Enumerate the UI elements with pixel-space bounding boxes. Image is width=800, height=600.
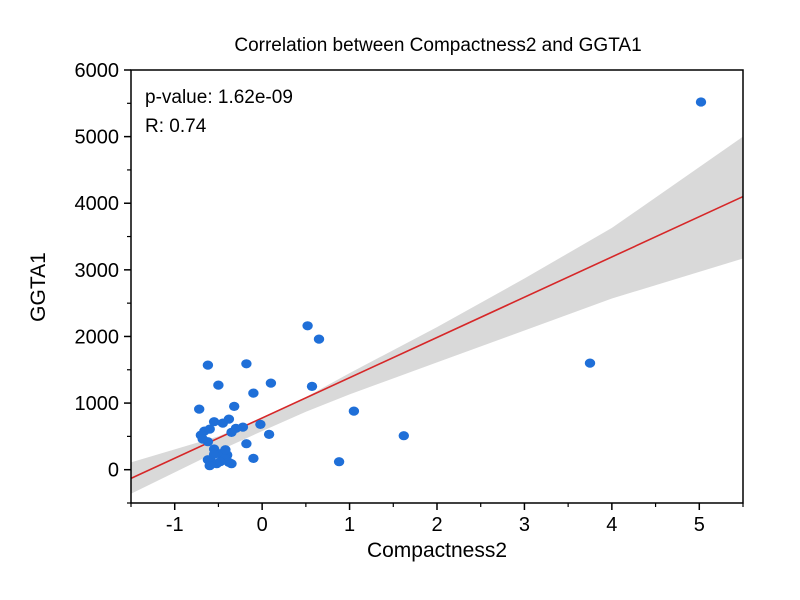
data-point bbox=[584, 358, 596, 368]
data-point bbox=[398, 431, 409, 441]
x-tick-label: 1 bbox=[344, 514, 355, 536]
data-point bbox=[237, 422, 249, 432]
data-point bbox=[220, 445, 231, 455]
data-point bbox=[202, 360, 214, 370]
y-tick-label: 4000 bbox=[75, 193, 120, 215]
data-point bbox=[255, 419, 266, 429]
data-point bbox=[194, 404, 205, 414]
chart-title: Correlation between Compactness2 and GGT… bbox=[234, 35, 641, 56]
data-point bbox=[229, 401, 240, 411]
x-tick-label: 4 bbox=[606, 514, 617, 536]
x-tick-label: 2 bbox=[431, 514, 442, 536]
data-point bbox=[695, 97, 707, 107]
y-tick-label: 5000 bbox=[75, 127, 120, 149]
data-point bbox=[333, 457, 345, 467]
data-point bbox=[208, 449, 220, 459]
confidence-band bbox=[131, 136, 743, 494]
data-point bbox=[226, 427, 237, 437]
data-point bbox=[348, 406, 360, 416]
regression-line bbox=[130, 195, 744, 480]
y-tick-label: 3000 bbox=[75, 260, 120, 282]
data-point bbox=[241, 439, 252, 449]
x-tick-label: 0 bbox=[257, 514, 268, 536]
y-tick-label: 1000 bbox=[75, 393, 120, 415]
y-tick-label: 2000 bbox=[75, 326, 120, 348]
y-tick-label: 0 bbox=[108, 460, 119, 482]
pvalue-annotation: p-value: 1.62e-09 bbox=[145, 87, 293, 108]
y-tick-label: 6000 bbox=[75, 60, 120, 82]
data-point bbox=[223, 414, 235, 424]
axes: -1 0 1 2 3 4 5 0 1000 2000 3000 4000 5000 6000 bbox=[75, 60, 744, 536]
data-point bbox=[265, 378, 277, 388]
data-point bbox=[213, 380, 224, 390]
data-point bbox=[208, 417, 220, 427]
x-tick-label: 5 bbox=[694, 514, 705, 536]
y-axis-label: GGTA1 bbox=[27, 252, 50, 322]
data-point bbox=[248, 388, 259, 398]
data-point bbox=[197, 434, 208, 444]
data-point bbox=[263, 429, 275, 439]
data-point bbox=[204, 461, 215, 471]
data-point bbox=[215, 457, 226, 467]
data-point bbox=[204, 424, 215, 434]
data-point bbox=[226, 459, 237, 469]
data-point bbox=[248, 453, 259, 463]
x-tick-label: 3 bbox=[519, 514, 530, 536]
x-tick-label: -1 bbox=[166, 514, 184, 536]
data-point bbox=[241, 359, 252, 369]
plot-area bbox=[130, 97, 744, 494]
data-point bbox=[302, 321, 313, 331]
r-annotation: R: 0.74 bbox=[145, 116, 207, 137]
x-axis-label: Compactness2 bbox=[367, 539, 507, 562]
data-point bbox=[313, 334, 325, 344]
data-point bbox=[306, 381, 318, 391]
